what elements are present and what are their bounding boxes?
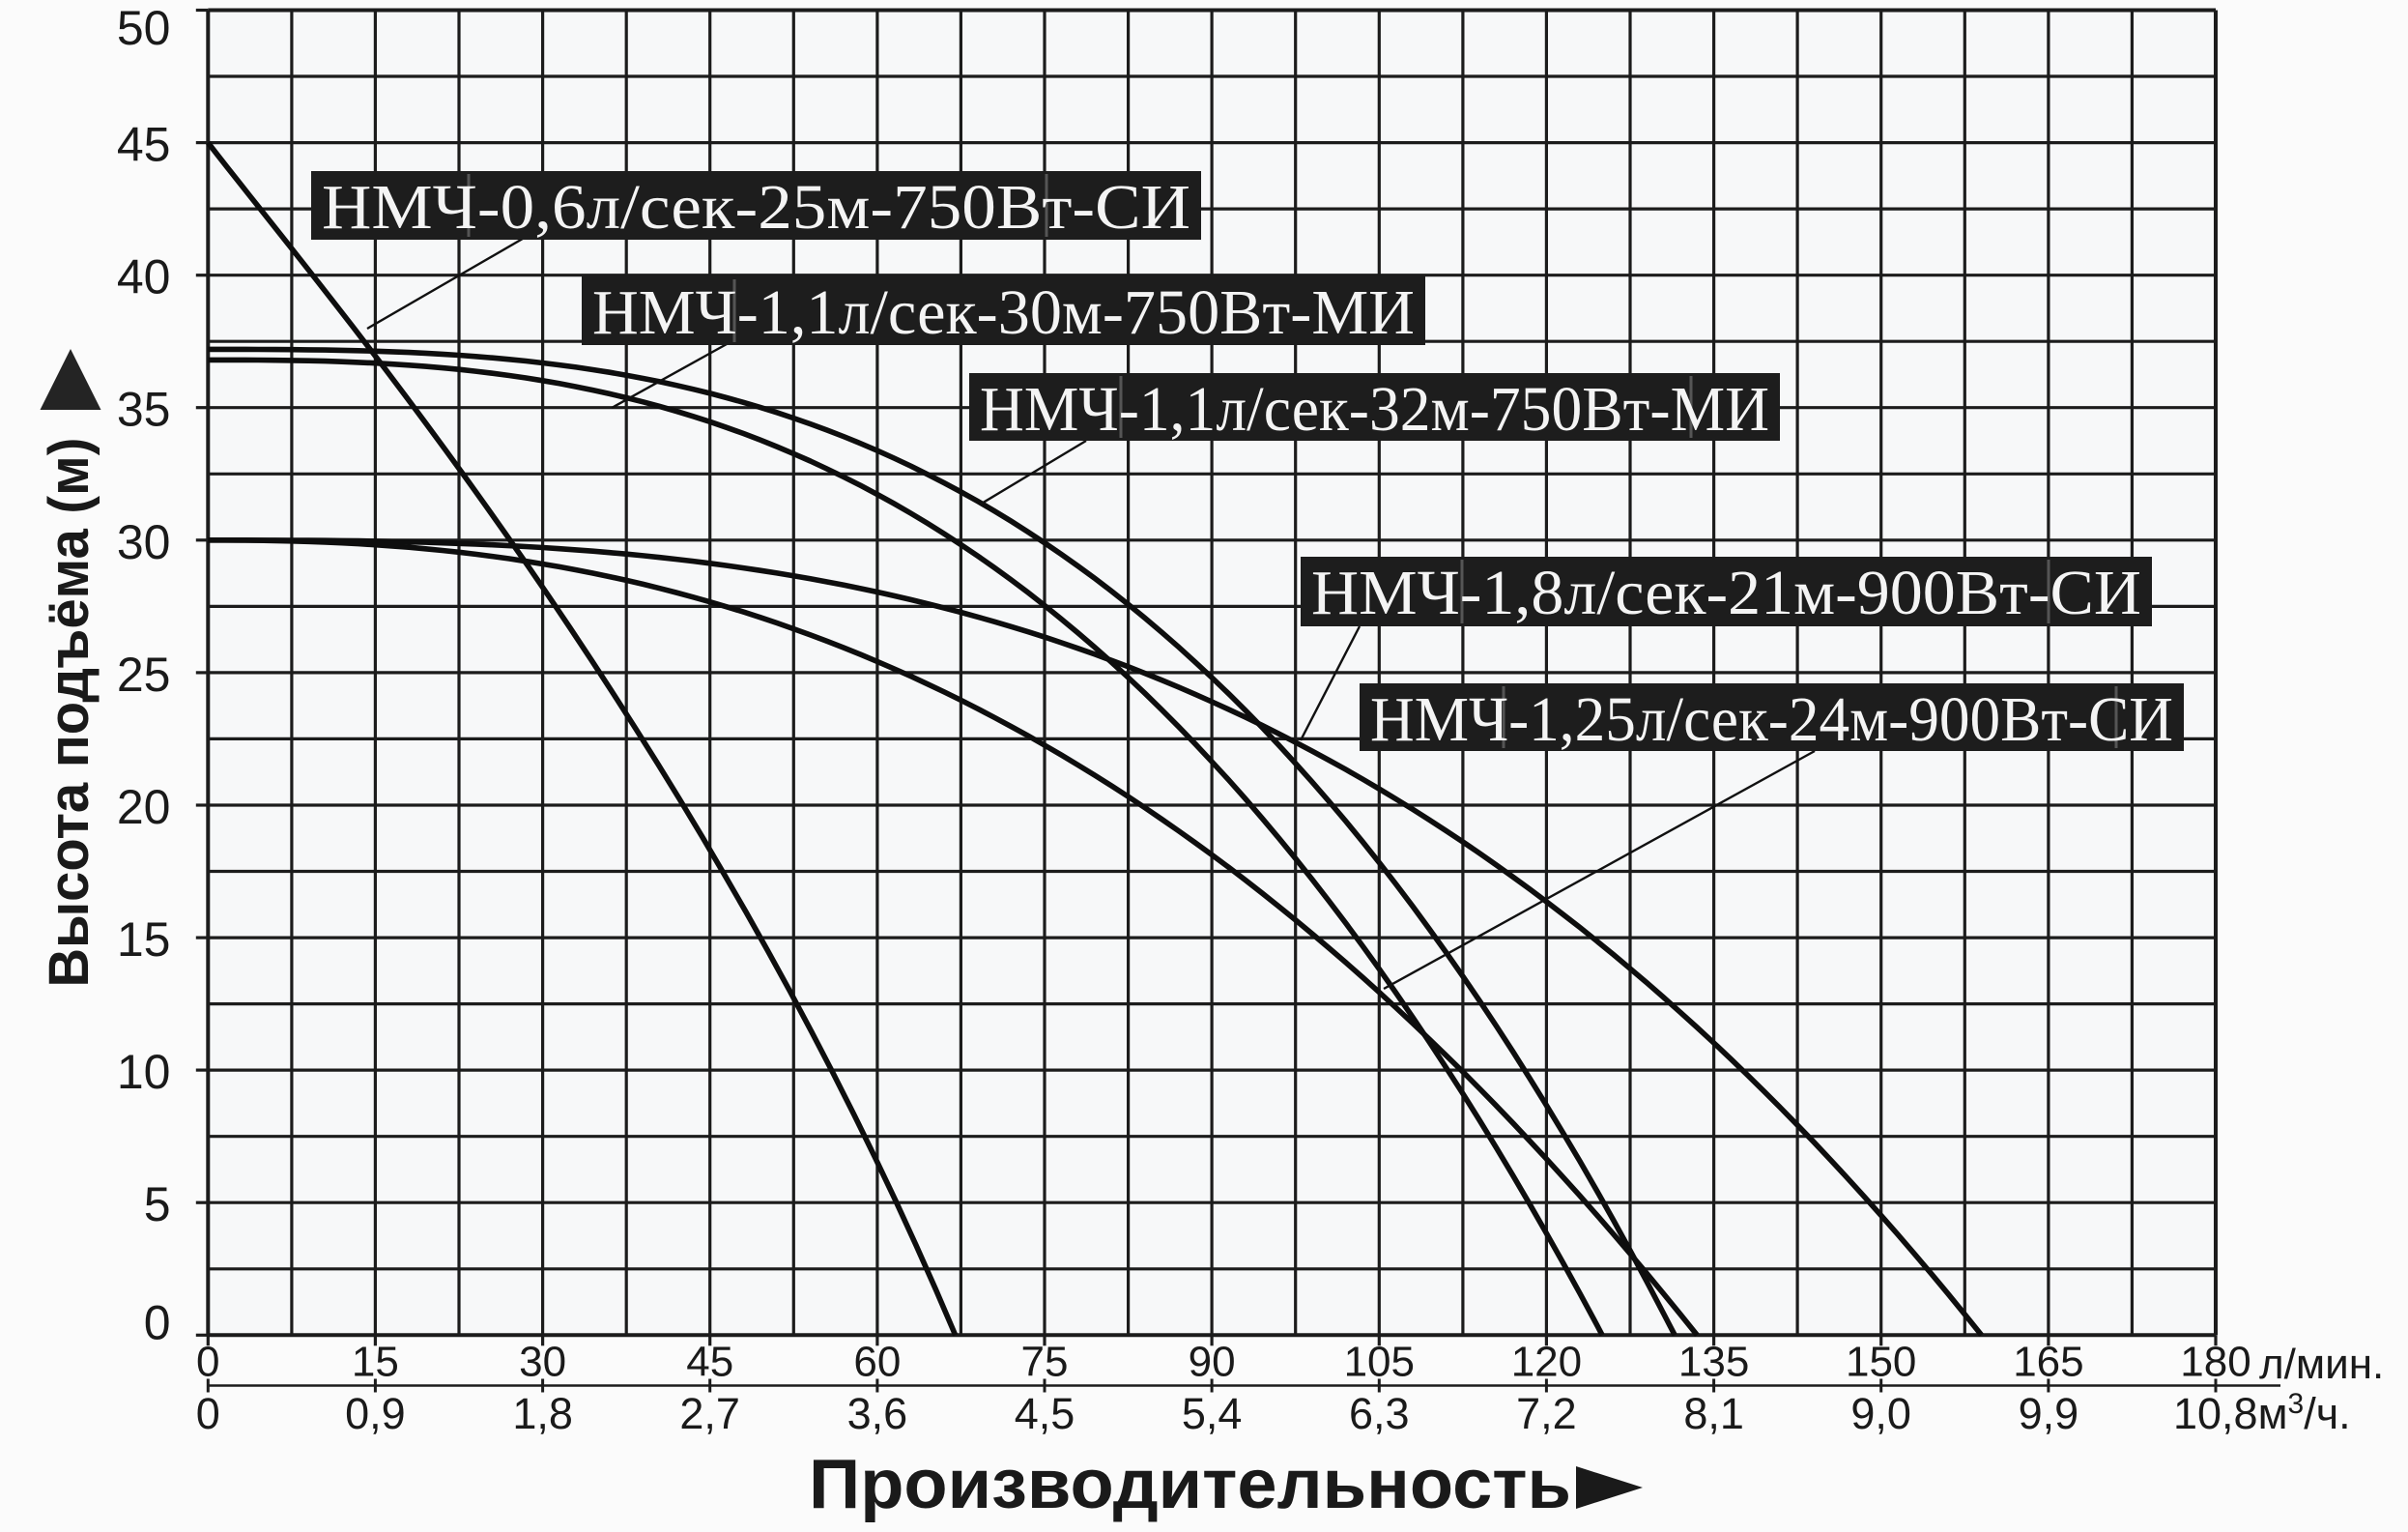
svg-text:60: 60	[853, 1339, 901, 1386]
svg-text:2,7: 2,7	[679, 1389, 740, 1438]
svg-text:НМЧ-1,25л/сек-24м-900Вт-СИ: НМЧ-1,25л/сек-24м-900Вт-СИ	[1370, 684, 2173, 755]
svg-text:10: 10	[117, 1045, 171, 1099]
svg-text:НМЧ-1,8л/сек-21м-900Вт-СИ: НМЧ-1,8л/сек-21м-900Вт-СИ	[1311, 558, 2141, 628]
svg-text:НМЧ-0,6л/сек-25м-750Вт-СИ: НМЧ-0,6л/сек-25м-750Вт-СИ	[322, 172, 1190, 243]
svg-text:5: 5	[144, 1177, 171, 1231]
svg-text:0: 0	[196, 1339, 219, 1386]
svg-text:НМЧ-1,1л/сек-30м-750Вт-МИ: НМЧ-1,1л/сек-30м-750Вт-МИ	[592, 277, 1415, 348]
svg-text:45: 45	[117, 118, 171, 172]
svg-text:165: 165	[2013, 1339, 2083, 1386]
svg-text:6,3: 6,3	[1349, 1389, 1410, 1438]
svg-text:105: 105	[1344, 1339, 1415, 1386]
svg-text:9,0: 9,0	[1850, 1389, 1911, 1438]
svg-text:8,1: 8,1	[1683, 1389, 1744, 1438]
svg-text:50: 50	[117, 1, 171, 55]
svg-text:0,9: 0,9	[345, 1389, 406, 1438]
svg-text:5,4: 5,4	[1182, 1389, 1243, 1438]
svg-text:30: 30	[519, 1339, 566, 1386]
svg-text:30: 30	[117, 515, 171, 569]
svg-text:НМЧ-1,1л/сек-32м-750Вт-МИ: НМЧ-1,1л/сек-32м-750Вт-МИ	[980, 374, 1769, 445]
svg-text:0: 0	[196, 1389, 220, 1438]
svg-text:15: 15	[352, 1339, 399, 1386]
svg-text:3,6: 3,6	[847, 1389, 908, 1438]
svg-text:135: 135	[1678, 1339, 1749, 1386]
svg-text:40: 40	[117, 250, 171, 304]
svg-text:120: 120	[1511, 1339, 1582, 1386]
svg-text:90: 90	[1189, 1339, 1236, 1386]
svg-text:15: 15	[117, 912, 171, 967]
svg-text:4,5: 4,5	[1015, 1389, 1075, 1438]
svg-text:150: 150	[1846, 1339, 1916, 1386]
svg-text:Высота подъёма (м): Высота подъёма (м)	[38, 438, 100, 988]
svg-text:10,8м3/ч.: 10,8м3/ч.	[2173, 1388, 2351, 1438]
svg-text:75: 75	[1021, 1339, 1069, 1386]
svg-text:180: 180	[2180, 1339, 2250, 1386]
svg-text:л/мин.: л/мин.	[2259, 1341, 2384, 1388]
svg-text:0: 0	[144, 1295, 171, 1349]
svg-text:1,8: 1,8	[512, 1389, 573, 1438]
svg-text:25: 25	[117, 648, 171, 702]
svg-text:9,9: 9,9	[2019, 1389, 2079, 1438]
svg-text:35: 35	[117, 383, 171, 437]
svg-text:20: 20	[117, 780, 171, 834]
svg-text:7,2: 7,2	[1516, 1389, 1577, 1438]
svg-text:Производительность: Производительность	[809, 1446, 1571, 1523]
svg-text:45: 45	[686, 1339, 733, 1386]
